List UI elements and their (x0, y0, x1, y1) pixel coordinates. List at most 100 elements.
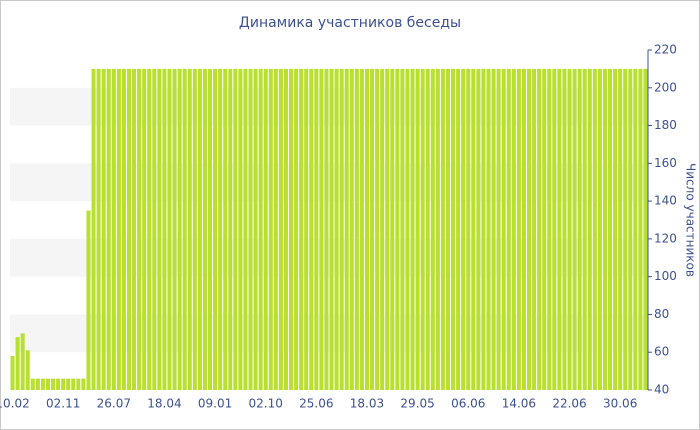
bar (526, 68, 532, 390)
bar (385, 68, 390, 390)
bar (410, 68, 415, 390)
bar (501, 68, 506, 390)
grid-band (10, 163, 648, 202)
bar (238, 68, 243, 390)
y-tick-label: 160 (654, 156, 677, 170)
bar (157, 68, 162, 390)
bar (445, 68, 451, 390)
bar (137, 68, 142, 390)
bar (10, 356, 15, 390)
bar (486, 68, 491, 390)
bar (45, 378, 51, 390)
bar (253, 68, 258, 390)
bar (192, 68, 197, 390)
bar (516, 68, 521, 390)
bar (628, 68, 633, 390)
y-tick-label: 120 (654, 231, 677, 245)
x-tick-label: 30.06 (603, 397, 637, 411)
bar (243, 68, 248, 390)
bar (456, 68, 461, 390)
bar (511, 68, 516, 390)
bar (61, 378, 66, 390)
bar (304, 68, 309, 390)
bar (248, 68, 253, 390)
bar (40, 378, 45, 390)
bar (309, 68, 314, 390)
y-tick-label: 60 (654, 345, 669, 359)
bar (66, 378, 71, 390)
bar (415, 68, 420, 390)
y-tick-label: 140 (654, 194, 677, 208)
bar (542, 68, 547, 390)
bar (430, 68, 435, 390)
bar (435, 68, 440, 390)
bar (334, 68, 339, 390)
bar (425, 68, 430, 390)
bar (582, 68, 587, 390)
bar (364, 68, 370, 390)
chart-title: Динамика участников беседы (239, 15, 461, 31)
bar (162, 68, 167, 390)
bar (491, 68, 496, 390)
grid-band (10, 238, 648, 277)
x-tick-label: 06.06 (451, 397, 485, 411)
bar (471, 68, 476, 390)
bar (496, 68, 501, 390)
bar (552, 68, 557, 390)
bar (278, 68, 283, 390)
bar (607, 68, 613, 390)
bar (288, 68, 294, 390)
bar (405, 68, 410, 390)
y-tick-label: 40 (654, 383, 669, 397)
y-axis-title: Число участников (684, 163, 698, 277)
bar (633, 68, 638, 390)
x-tick-label: 14.06 (502, 397, 536, 411)
bar (572, 68, 577, 390)
bar (613, 68, 618, 390)
y-tick-label: 200 (654, 80, 677, 94)
bar (197, 68, 202, 390)
bar (597, 68, 602, 390)
bar (258, 68, 263, 390)
x-tick-label: 22.06 (552, 397, 586, 411)
x-tick-label: 10.02 (0, 397, 30, 411)
bar (537, 68, 542, 390)
bar (324, 68, 329, 390)
bar (532, 68, 537, 390)
bar (71, 378, 76, 390)
bar (319, 68, 324, 390)
bar (476, 68, 481, 390)
bar (451, 68, 456, 390)
bar (375, 68, 380, 390)
bar (182, 68, 187, 390)
bar (233, 68, 238, 390)
bar (466, 68, 471, 390)
bar (273, 68, 278, 390)
bar (106, 68, 111, 390)
bar (207, 68, 213, 390)
bar (400, 68, 405, 390)
bar (121, 68, 126, 390)
bar (218, 68, 223, 390)
bar (380, 68, 385, 390)
bar (395, 68, 400, 390)
bar (521, 68, 526, 390)
bar (329, 68, 334, 390)
bar (96, 68, 101, 390)
x-tick-label: 26.07 (97, 397, 131, 411)
bar (481, 68, 486, 390)
x-tick-label: 18.03 (350, 397, 384, 411)
bar (359, 68, 364, 390)
bar (592, 68, 597, 390)
bar (30, 378, 35, 390)
bar (587, 68, 592, 390)
bar (602, 68, 607, 390)
x-tick-label: 02.11 (46, 397, 80, 411)
bar (86, 210, 91, 390)
grid-band (10, 87, 648, 126)
bar (283, 68, 288, 390)
bar (562, 68, 567, 390)
y-tick-label: 80 (654, 307, 669, 321)
bar (126, 68, 132, 390)
